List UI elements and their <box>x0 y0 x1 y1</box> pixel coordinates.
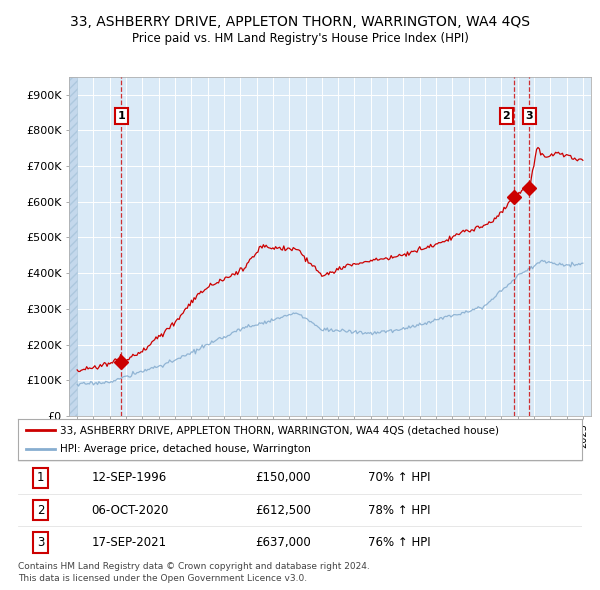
Text: This data is licensed under the Open Government Licence v3.0.: This data is licensed under the Open Gov… <box>18 574 307 583</box>
Text: 33, ASHBERRY DRIVE, APPLETON THORN, WARRINGTON, WA4 4QS: 33, ASHBERRY DRIVE, APPLETON THORN, WARR… <box>70 15 530 29</box>
Text: 2: 2 <box>502 111 510 121</box>
Text: Contains HM Land Registry data © Crown copyright and database right 2024.: Contains HM Land Registry data © Crown c… <box>18 562 370 571</box>
Text: 3: 3 <box>37 536 44 549</box>
Text: 33, ASHBERRY DRIVE, APPLETON THORN, WARRINGTON, WA4 4QS (detached house): 33, ASHBERRY DRIVE, APPLETON THORN, WARR… <box>60 425 499 435</box>
Bar <box>69 77 77 416</box>
Text: £150,000: £150,000 <box>255 471 311 484</box>
Text: 1: 1 <box>37 471 44 484</box>
Text: 3: 3 <box>526 111 533 121</box>
Text: £612,500: £612,500 <box>255 503 311 517</box>
Text: 2: 2 <box>37 503 44 517</box>
Text: 76% ↑ HPI: 76% ↑ HPI <box>368 536 430 549</box>
Text: £637,000: £637,000 <box>255 536 311 549</box>
Text: 1: 1 <box>118 111 125 121</box>
Text: 70% ↑ HPI: 70% ↑ HPI <box>368 471 430 484</box>
Text: 12-SEP-1996: 12-SEP-1996 <box>91 471 167 484</box>
Text: 17-SEP-2021: 17-SEP-2021 <box>91 536 166 549</box>
Text: 78% ↑ HPI: 78% ↑ HPI <box>368 503 430 517</box>
Text: HPI: Average price, detached house, Warrington: HPI: Average price, detached house, Warr… <box>60 444 311 454</box>
Text: Price paid vs. HM Land Registry's House Price Index (HPI): Price paid vs. HM Land Registry's House … <box>131 32 469 45</box>
Text: 06-OCT-2020: 06-OCT-2020 <box>91 503 169 517</box>
